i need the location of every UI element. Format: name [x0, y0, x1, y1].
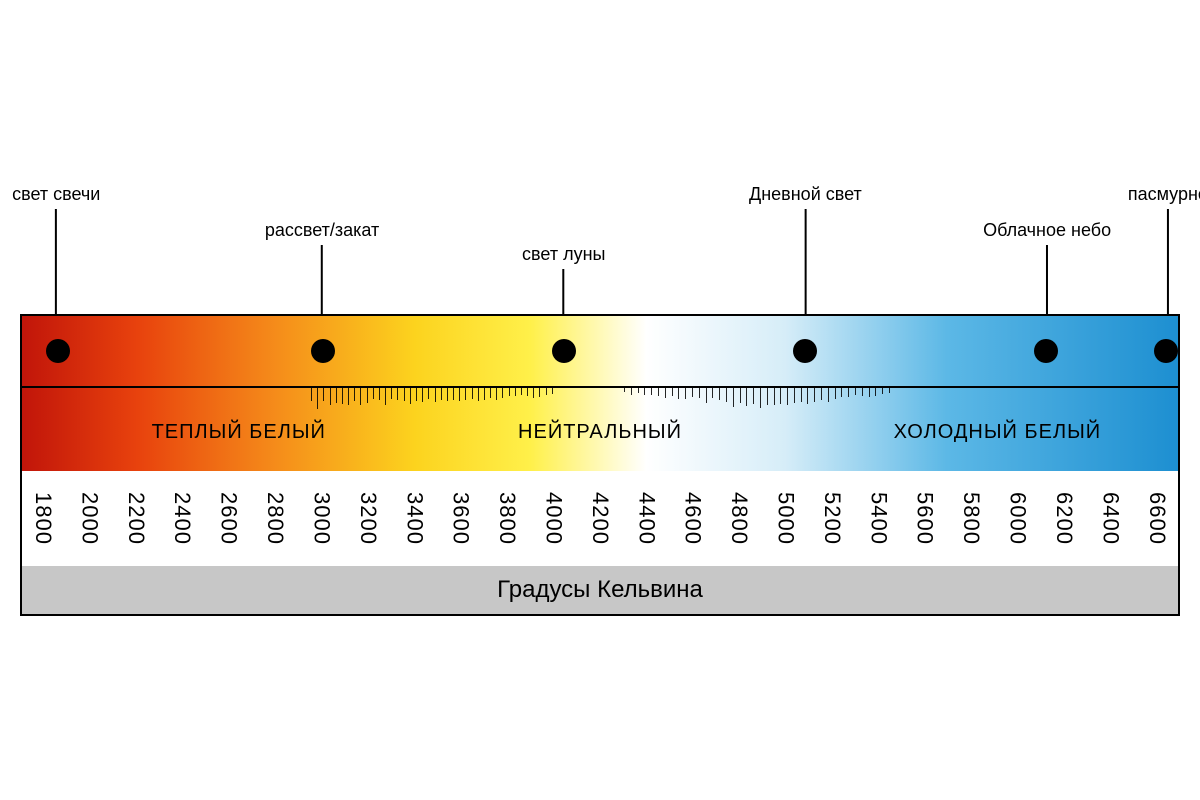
marker-dot: [311, 339, 335, 363]
scale-value: 3000: [308, 492, 334, 545]
scale-value: 4800: [726, 492, 752, 545]
scale-value: 4600: [680, 492, 706, 545]
callout-label: Облачное небо: [983, 220, 1111, 241]
callout-label: рассвет/закат: [265, 220, 379, 241]
callout-label: пасмурно: [1128, 184, 1200, 205]
scale-value: 2000: [76, 492, 102, 545]
callout-label: свет луны: [522, 244, 605, 265]
scale-value: 6600: [1144, 492, 1170, 545]
scale-value: 3400: [401, 492, 427, 545]
scale-value: 5800: [958, 492, 984, 545]
scale-value: 3200: [355, 492, 381, 545]
marker-dot: [46, 339, 70, 363]
callout: свет луны: [522, 244, 605, 314]
color-gradient: [22, 316, 1178, 471]
spectrum-band: ТЕПЛЫЙ БЕЛЫЙ НЕЙТРАЛЬНЫЙ ХОЛОДНЫЙ БЕЛЫЙ: [22, 316, 1178, 471]
scale-value: 4000: [540, 492, 566, 545]
callout: Облачное небо: [983, 220, 1111, 314]
marker-dot: [552, 339, 576, 363]
scale-value: 6400: [1097, 492, 1123, 545]
callout-line: [563, 269, 565, 314]
callout: Дневной свет: [749, 184, 862, 314]
scale-value: 2200: [123, 492, 149, 545]
marker-dot: [1154, 339, 1178, 363]
axis-title: Градусы Кельвина: [22, 566, 1178, 614]
callout-line: [1167, 209, 1169, 314]
region-label: НЕЙТРАЛЬНЫЙ: [518, 421, 682, 444]
callout: свет свечи: [12, 184, 100, 314]
scale-value: 2800: [262, 492, 288, 545]
callout-line: [321, 245, 323, 314]
callout-line: [55, 209, 57, 314]
chart-box: ТЕПЛЫЙ БЕЛЫЙ НЕЙТРАЛЬНЫЙ ХОЛОДНЫЙ БЕЛЫЙ 18…: [20, 314, 1180, 616]
callout: пасмурно: [1128, 184, 1200, 314]
scale-value: 6000: [1005, 492, 1031, 545]
scale-value: 2400: [169, 492, 195, 545]
callout-label: свет свечи: [12, 184, 100, 205]
scale-value: 6200: [1051, 492, 1077, 545]
region-label: ТЕПЛЫЙ БЕЛЫЙ: [152, 421, 326, 444]
callout-line: [1046, 245, 1048, 314]
scale-value: 4200: [587, 492, 613, 545]
callout: рассвет/закат: [265, 220, 379, 314]
scale-value: 1800: [30, 492, 56, 545]
scale-value: 2600: [216, 492, 242, 545]
scale-value: 5000: [773, 492, 799, 545]
spectrum-divider: [22, 386, 1178, 388]
marker-dot: [1034, 339, 1058, 363]
scale-value: 4400: [633, 492, 659, 545]
kelvin-diagram: свет свечирассвет/закатсвет луныДневной …: [20, 184, 1180, 616]
scale-row: 1800 2000 2200 2400 2600 2800 3000 3200 3400 3600…: [22, 471, 1178, 566]
region-label: ХОЛОДНЫЙ БЕЛЫЙ: [894, 421, 1102, 444]
callouts-area: свет свечирассвет/закатсвет луныДневной …: [20, 184, 1180, 314]
callout-label: Дневной свет: [749, 184, 862, 205]
marker-dot: [793, 339, 817, 363]
scale-value: 5200: [819, 492, 845, 545]
scale-value: 3800: [494, 492, 520, 545]
scale-value: 5400: [865, 492, 891, 545]
scale-value: 3600: [448, 492, 474, 545]
callout-line: [804, 209, 806, 314]
scale-value: 5600: [912, 492, 938, 545]
